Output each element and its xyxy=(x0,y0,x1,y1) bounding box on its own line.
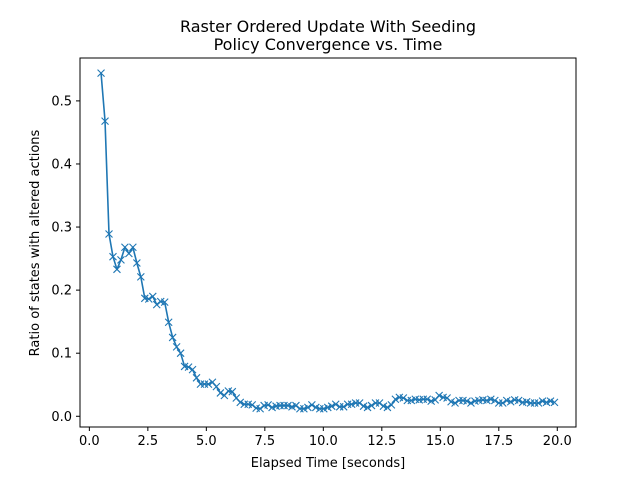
data-point-marker xyxy=(339,402,348,411)
x-tick-label: 7.5 xyxy=(254,434,275,449)
data-point-marker xyxy=(387,401,396,409)
data-point-marker xyxy=(168,333,177,342)
data-point-marker xyxy=(105,230,113,238)
data-point-marker xyxy=(367,401,376,410)
data-point-marker xyxy=(101,117,109,125)
data-point-marker xyxy=(423,395,432,404)
y-axis-label: Ratio of states with altered actions xyxy=(28,129,43,356)
data-point-marker xyxy=(490,396,499,405)
data-point-marker xyxy=(132,259,141,267)
y-tick-label: 0.2 xyxy=(51,284,72,299)
data-point-marker xyxy=(331,400,340,409)
data-point-marker xyxy=(534,399,543,407)
data-point-marker xyxy=(216,389,225,397)
data-point-marker xyxy=(451,399,459,407)
data-point-marker xyxy=(121,243,129,252)
x-tick-label: 0.0 xyxy=(79,434,100,449)
y-tick-label: 0.5 xyxy=(51,94,72,109)
data-point-marker xyxy=(264,401,272,409)
data-point-marker xyxy=(212,382,221,391)
data-point-marker xyxy=(125,249,133,258)
x-tick-label: 20.0 xyxy=(543,434,572,449)
data-point-marker xyxy=(375,399,384,407)
data-point-marker xyxy=(236,398,245,407)
chart-title: Raster Ordered Update With Seeding xyxy=(180,17,476,36)
data-point-marker xyxy=(363,403,372,412)
data-point-marker xyxy=(160,298,169,306)
x-tick-label: 15.0 xyxy=(426,434,455,449)
data-point-marker xyxy=(113,265,121,274)
data-point-marker xyxy=(248,401,257,409)
x-tick-label: 5.0 xyxy=(196,434,217,449)
data-point-marker xyxy=(97,69,105,78)
plot-frame xyxy=(79,57,577,428)
data-point-marker xyxy=(514,396,523,405)
data-point-marker xyxy=(292,401,300,410)
data-point-marker xyxy=(148,292,157,301)
data-point-marker xyxy=(117,255,125,264)
data-point-marker xyxy=(355,399,364,407)
data-point-marker xyxy=(176,349,185,358)
data-point-marker xyxy=(164,318,173,327)
data-point-marker xyxy=(152,300,161,309)
data-point-marker xyxy=(184,363,193,371)
x-tick-label: 2.5 xyxy=(138,434,159,449)
data-point-marker xyxy=(109,252,117,261)
plot-area xyxy=(97,69,559,413)
data-point-marker xyxy=(172,343,181,351)
data-point-marker xyxy=(192,373,201,382)
x-tick-label: 17.5 xyxy=(484,434,513,449)
data-point-marker xyxy=(383,403,392,412)
data-point-marker xyxy=(467,399,475,407)
data-point-marker xyxy=(228,387,237,396)
y-tick-label: 0.3 xyxy=(51,221,72,236)
data-point-marker xyxy=(303,403,312,412)
data-point-marker xyxy=(204,380,213,388)
y-tick-label: 0.1 xyxy=(51,347,72,362)
x-axis-label: Elapsed Time [seconds] xyxy=(251,456,405,471)
series-line xyxy=(100,73,555,410)
data-point-marker xyxy=(463,397,471,406)
axis-ticks: 0.0 2.5 5.0 7.5 10.0 12.5 15.0 17.5 20.0 0.0 0.1 0.… xyxy=(51,94,571,449)
data-point-marker xyxy=(128,243,137,252)
data-point-marker xyxy=(256,404,265,413)
data-point-marker xyxy=(391,395,400,404)
y-tick-label: 0.4 xyxy=(51,157,72,172)
data-point-marker xyxy=(327,402,336,411)
data-point-marker xyxy=(136,272,145,281)
y-tick-label: 0.0 xyxy=(51,410,72,425)
data-point-marker xyxy=(307,401,316,409)
chart-subtitle: Policy Convergence vs. Time xyxy=(214,35,443,54)
x-tick-label: 12.5 xyxy=(367,434,396,449)
data-point-marker xyxy=(498,399,507,407)
data-point-marker xyxy=(435,391,444,400)
data-point-marker xyxy=(550,398,559,407)
data-point-marker xyxy=(506,397,515,406)
data-point-marker xyxy=(188,365,197,374)
data-point-marker xyxy=(144,295,153,303)
data-point-marker xyxy=(399,394,408,402)
x-tick-label: 10.0 xyxy=(309,434,338,449)
